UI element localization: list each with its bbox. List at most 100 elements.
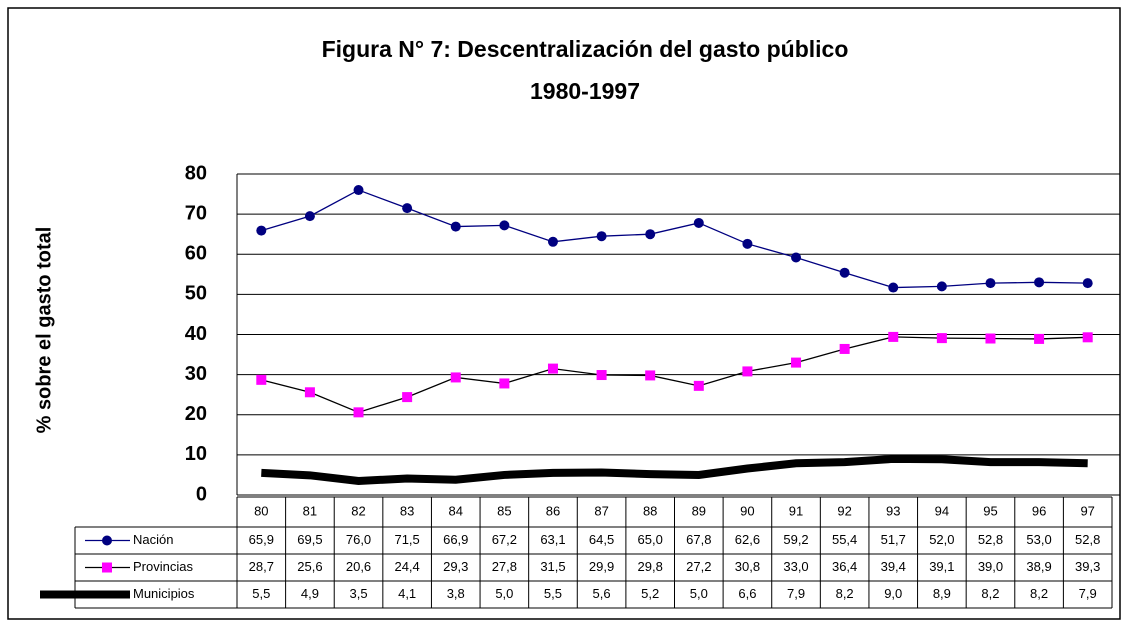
table-value: 55,4 bbox=[832, 532, 857, 547]
marker bbox=[450, 221, 461, 232]
marker bbox=[499, 220, 510, 231]
table-value: 39,1 bbox=[929, 559, 954, 574]
table-value: 8,9 bbox=[933, 586, 951, 601]
x-tick-label: 80 bbox=[254, 503, 268, 518]
marker bbox=[450, 372, 461, 383]
y-tick-label: 20 bbox=[185, 403, 207, 425]
y-tick-label: 40 bbox=[185, 323, 207, 345]
table-value: 53,0 bbox=[1026, 532, 1051, 547]
table-value: 3,8 bbox=[447, 586, 465, 601]
marker bbox=[742, 366, 753, 377]
marker bbox=[791, 252, 802, 263]
x-tick-label: 86 bbox=[546, 503, 560, 518]
table-value: 76,0 bbox=[346, 532, 371, 547]
marker bbox=[888, 331, 899, 342]
marker bbox=[645, 229, 656, 240]
table-value: 27,2 bbox=[686, 559, 711, 574]
series-line bbox=[261, 189, 1088, 289]
table-value: 64,5 bbox=[589, 532, 614, 547]
x-tick-label: 84 bbox=[449, 503, 463, 518]
table-value: 4,1 bbox=[398, 586, 416, 601]
table-value: 5,6 bbox=[593, 586, 611, 601]
table-value: 3,5 bbox=[349, 586, 367, 601]
table-value: 39,4 bbox=[881, 559, 906, 574]
marker bbox=[256, 374, 267, 385]
marker bbox=[102, 535, 112, 546]
table-value: 5,0 bbox=[495, 586, 513, 601]
table-value: 24,4 bbox=[394, 559, 419, 574]
marker bbox=[936, 281, 947, 292]
x-tick-label: 94 bbox=[935, 503, 949, 518]
marker bbox=[645, 370, 656, 381]
table-value: 65,0 bbox=[638, 532, 663, 547]
table-value: 63,1 bbox=[540, 532, 565, 547]
legend-label: Municipios bbox=[133, 586, 195, 601]
table-value: 62,6 bbox=[735, 532, 760, 547]
table-value: 29,9 bbox=[589, 559, 614, 574]
x-tick-label: 97 bbox=[1080, 503, 1094, 518]
y-tick-label: 0 bbox=[196, 483, 207, 505]
y-tick-label: 60 bbox=[185, 243, 207, 265]
x-tick-label: 81 bbox=[303, 503, 317, 518]
legend-label: Provincias bbox=[133, 559, 193, 574]
table-value: 6,6 bbox=[738, 586, 756, 601]
x-tick-label: 89 bbox=[692, 503, 706, 518]
table-value: 52,0 bbox=[929, 532, 954, 547]
marker bbox=[791, 357, 802, 368]
x-tick-label: 95 bbox=[983, 503, 997, 518]
marker bbox=[936, 333, 947, 344]
table-value: 39,3 bbox=[1075, 559, 1100, 574]
marker bbox=[547, 363, 558, 374]
x-tick-label: 87 bbox=[594, 503, 608, 518]
table-value: 4,9 bbox=[301, 586, 319, 601]
x-tick-label: 83 bbox=[400, 503, 414, 518]
marker bbox=[839, 267, 850, 278]
table-value: 8,2 bbox=[836, 586, 854, 601]
table-value: 20,6 bbox=[346, 559, 371, 574]
table-value: 8,2 bbox=[1030, 586, 1048, 601]
table-value: 5,2 bbox=[641, 586, 659, 601]
table-value: 67,8 bbox=[686, 532, 711, 547]
marker bbox=[256, 225, 267, 236]
y-tick-label: 50 bbox=[185, 283, 207, 305]
table-value: 33,0 bbox=[783, 559, 808, 574]
x-tick-label: 96 bbox=[1032, 503, 1046, 518]
y-tick-label: 70 bbox=[185, 202, 207, 224]
table-value: 69,5 bbox=[297, 532, 322, 547]
marker bbox=[353, 185, 364, 196]
marker bbox=[499, 378, 510, 389]
x-tick-label: 88 bbox=[643, 503, 657, 518]
legend-label: Nación bbox=[133, 532, 173, 547]
marker bbox=[839, 343, 850, 354]
table-value: 7,9 bbox=[1079, 586, 1097, 601]
marker bbox=[985, 278, 996, 289]
table-value: 28,7 bbox=[249, 559, 274, 574]
y-tick-label: 10 bbox=[185, 443, 207, 465]
x-tick-label: 91 bbox=[789, 503, 803, 518]
marker bbox=[985, 333, 996, 344]
marker bbox=[888, 282, 899, 293]
marker bbox=[353, 407, 364, 418]
table-value: 38,9 bbox=[1026, 559, 1051, 574]
table-value: 59,2 bbox=[783, 532, 808, 547]
x-tick-label: 82 bbox=[351, 503, 365, 518]
marker bbox=[304, 387, 315, 398]
chart-title: Figura N° 7: Descentralización del gasto… bbox=[322, 36, 849, 62]
marker bbox=[1034, 277, 1045, 288]
series-line bbox=[261, 336, 1088, 414]
marker bbox=[742, 238, 753, 249]
table-value: 36,4 bbox=[832, 559, 857, 574]
table-value: 30,8 bbox=[735, 559, 760, 574]
marker bbox=[1082, 332, 1093, 343]
frame bbox=[7, 7, 1121, 620]
table-value: 52,8 bbox=[1075, 532, 1100, 547]
table-value: 8,2 bbox=[981, 586, 999, 601]
table-value: 5,0 bbox=[690, 586, 708, 601]
chart-subtitle: 1980-1997 bbox=[530, 78, 640, 104]
marker bbox=[693, 380, 704, 391]
y-axis-label: % sobre el gasto total bbox=[33, 227, 55, 434]
table-value: 5,5 bbox=[544, 586, 562, 601]
marker bbox=[547, 236, 558, 247]
table-value: 51,7 bbox=[881, 532, 906, 547]
